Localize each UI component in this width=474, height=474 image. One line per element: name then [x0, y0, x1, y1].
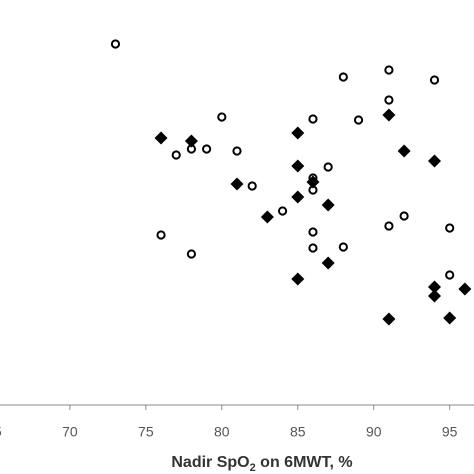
diamond-point: [291, 126, 305, 140]
circle-point: [429, 75, 440, 85]
circle-point: [247, 181, 257, 191]
circle-point: [308, 114, 318, 124]
circle-point: [338, 72, 348, 82]
diamond-point: [184, 134, 198, 148]
x-axis-label-part: Nadir SpO: [171, 454, 249, 471]
diamond-point: [291, 190, 305, 204]
diamond-point: [428, 280, 441, 294]
circle-point: [384, 95, 394, 105]
circle-point: [110, 39, 121, 49]
circle-point: [217, 112, 227, 122]
circle-point: [277, 206, 288, 216]
diamond-point: [321, 198, 335, 212]
x-tick-label: 85: [290, 424, 306, 440]
x-tick-label: 65: [0, 424, 2, 440]
diamond-point: [306, 175, 320, 189]
circle-point: [445, 223, 455, 233]
diamond-point: [428, 154, 441, 168]
x-tick-label: 70: [62, 424, 78, 440]
diamond-point: [382, 108, 396, 122]
x-axis-label: Nadir SpO2 on 6MWT, %: [171, 454, 352, 474]
diamond-point: [397, 144, 411, 158]
circle-point: [308, 227, 318, 237]
circle-point: [202, 144, 212, 154]
circle-point: [323, 162, 333, 172]
x-axis-label-sub: 2: [250, 462, 256, 474]
circle-point: [384, 65, 394, 75]
circle-point: [308, 243, 318, 253]
circle-point: [156, 230, 166, 240]
circle-point: [384, 221, 394, 231]
circle-point: [399, 211, 409, 221]
diamond-point: [321, 256, 335, 270]
diamond-point: [230, 177, 244, 191]
x-tick-label: 80: [214, 424, 230, 440]
circle-point: [171, 150, 181, 160]
diamond-point: [382, 312, 396, 326]
diamond-point: [154, 131, 168, 145]
x-tick-label: 90: [366, 424, 382, 440]
diamond-point: [260, 210, 274, 224]
circle-point: [445, 270, 455, 280]
diamond-point: [291, 159, 305, 173]
diamond-point: [291, 272, 305, 286]
diamond-point: [428, 289, 441, 303]
circle-point: [338, 242, 348, 252]
x-tick-label: 95: [442, 424, 458, 440]
diamond-point: [443, 311, 457, 325]
x-tick-label: 75: [138, 424, 154, 440]
diamond-point: [458, 282, 472, 296]
circle-point: [186, 249, 197, 259]
x-axis-label-part: on 6MWT, %: [256, 454, 353, 471]
circle-point: [232, 146, 242, 156]
circle-point: [353, 115, 364, 125]
